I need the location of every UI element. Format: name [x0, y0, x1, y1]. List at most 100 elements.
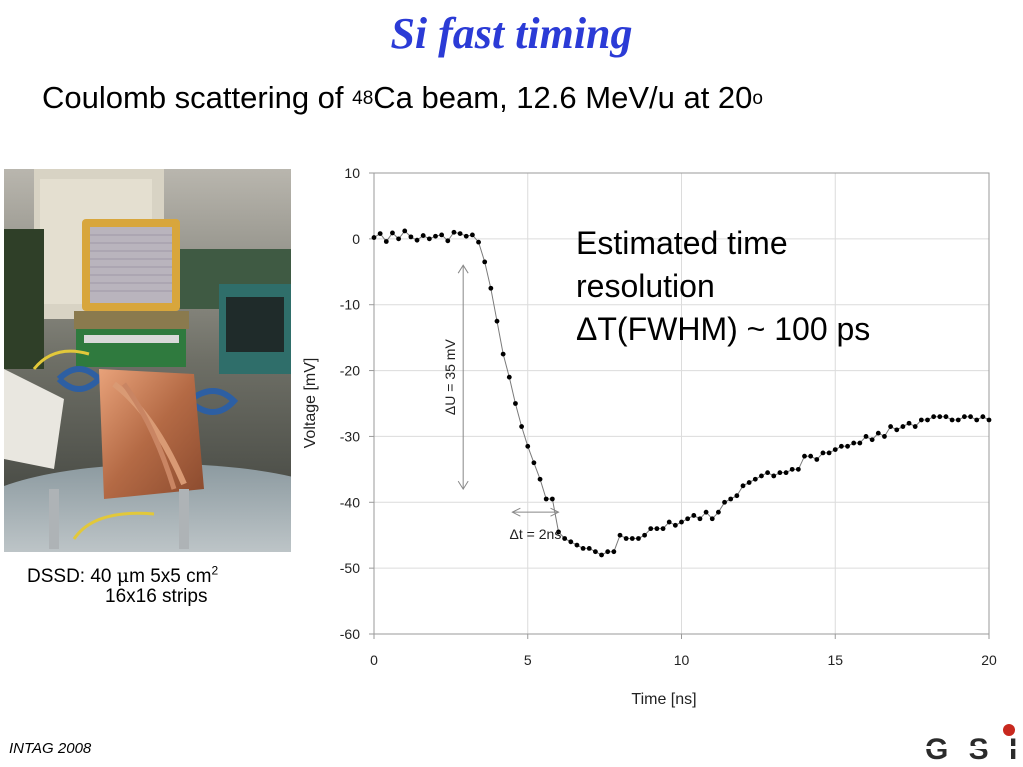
estimate-line-2: resolution [576, 268, 715, 304]
data-point [691, 513, 697, 518]
data-point [654, 526, 660, 532]
slide-title: Si fast timing [390, 9, 633, 58]
data-point [531, 460, 537, 466]
data-point [629, 536, 635, 541]
data-point [832, 447, 838, 452]
data-point [445, 238, 451, 244]
y-tick-label: -40 [340, 494, 360, 510]
resolution-estimate: Estimated time resolution ΔT(FWHM) ~ 100… [576, 222, 870, 351]
data-point [457, 231, 463, 236]
caption-text-mid: m 5x5 cm [129, 566, 212, 587]
data-point [414, 237, 420, 243]
estimate-line-3: ΔT(FWHM) ~ 100 ps [576, 311, 871, 347]
detector-caption-strips: 16x16 strips [105, 586, 208, 607]
x-tick-label: 10 [674, 652, 690, 668]
data-point [580, 545, 586, 551]
data-point [795, 466, 801, 472]
data-point [759, 473, 764, 479]
delta-u-label: ΔU = 35 mV [442, 339, 458, 416]
slide-subtitle: Coulomb scattering of 48Ca beam, 12.6 Me… [42, 80, 763, 116]
data-point [746, 480, 752, 485]
data-point [931, 414, 937, 420]
data-point [463, 233, 469, 239]
y-tick-label: -50 [340, 560, 360, 576]
data-point [556, 529, 561, 535]
data-point [679, 519, 684, 525]
x-axis-label: Time [ns] [631, 691, 696, 708]
detector-photo [4, 169, 291, 552]
y-tick-label: 10 [344, 165, 360, 181]
data-point [752, 476, 758, 482]
data-point [494, 318, 500, 324]
gsi-logo: G S I [923, 722, 1020, 766]
data-point [875, 430, 881, 436]
subtitle-text-mid: Ca beam, 12.6 MeV/u at 20 [373, 80, 753, 115]
data-point [826, 450, 832, 456]
data-point [549, 496, 555, 502]
data-point [685, 516, 691, 522]
data-point [709, 516, 715, 522]
data-point [912, 424, 918, 429]
annotations: ΔU = 35 mV Δt = 2ns [442, 264, 561, 542]
data-point [697, 516, 703, 522]
data-point [451, 229, 457, 235]
data-point [703, 509, 709, 515]
data-point [845, 443, 850, 449]
data-point [728, 496, 734, 502]
data-point [857, 440, 863, 446]
data-point [962, 414, 967, 420]
data-point [623, 536, 629, 541]
svg-text:G S I: G S I [925, 733, 1020, 762]
delta-t-arrowhead-right [550, 507, 560, 517]
data-point [949, 417, 955, 423]
data-point [660, 526, 666, 532]
data-point [617, 532, 623, 538]
x-tick-label: 0 [370, 652, 378, 668]
data-point [642, 532, 647, 538]
data-point [777, 470, 783, 476]
data-point [925, 417, 930, 423]
data-point [894, 427, 900, 433]
mass-number: 48 [352, 88, 374, 109]
data-point [390, 230, 395, 236]
data-point [482, 259, 488, 265]
data-point [869, 437, 875, 443]
data-point [426, 236, 432, 242]
caption-text: DSSD: 40 [27, 566, 117, 587]
y-axis-label: Voltage [mV] [302, 358, 319, 449]
data-point [839, 443, 844, 449]
data-point [771, 473, 777, 479]
data-point [820, 450, 826, 456]
data-point [402, 228, 408, 234]
delta-t-arrowhead-left [511, 507, 521, 517]
data-point [371, 235, 377, 240]
data-point [408, 234, 414, 240]
footer-label: INTAG 2008 [9, 740, 92, 757]
estimate-line-1: Estimated time [576, 225, 788, 261]
x-ticks: 0 5 10 15 20 [370, 634, 997, 668]
data-point [716, 509, 721, 515]
data-point [765, 470, 770, 476]
data-point [519, 424, 524, 429]
data-point [986, 417, 992, 423]
data-point [789, 466, 795, 472]
data-point [476, 239, 481, 245]
data-point [636, 536, 641, 541]
data-point [722, 499, 727, 505]
data-point [814, 457, 820, 462]
subtitle-text: Coulomb scattering of [42, 80, 353, 115]
data-point [851, 440, 857, 446]
data-point [439, 232, 445, 238]
data-point [543, 496, 549, 502]
micro-symbol: μ [116, 565, 130, 587]
data-point [937, 414, 943, 420]
data-point [974, 417, 980, 423]
x-tick-label: 20 [981, 652, 997, 668]
delta-u-arrowhead-top [457, 264, 469, 274]
data-point [377, 231, 383, 236]
data-point [955, 417, 961, 423]
data-point [611, 549, 617, 555]
y-tick-label: -30 [340, 428, 360, 444]
data-point [488, 285, 494, 291]
x-tick-label: 5 [524, 652, 532, 668]
